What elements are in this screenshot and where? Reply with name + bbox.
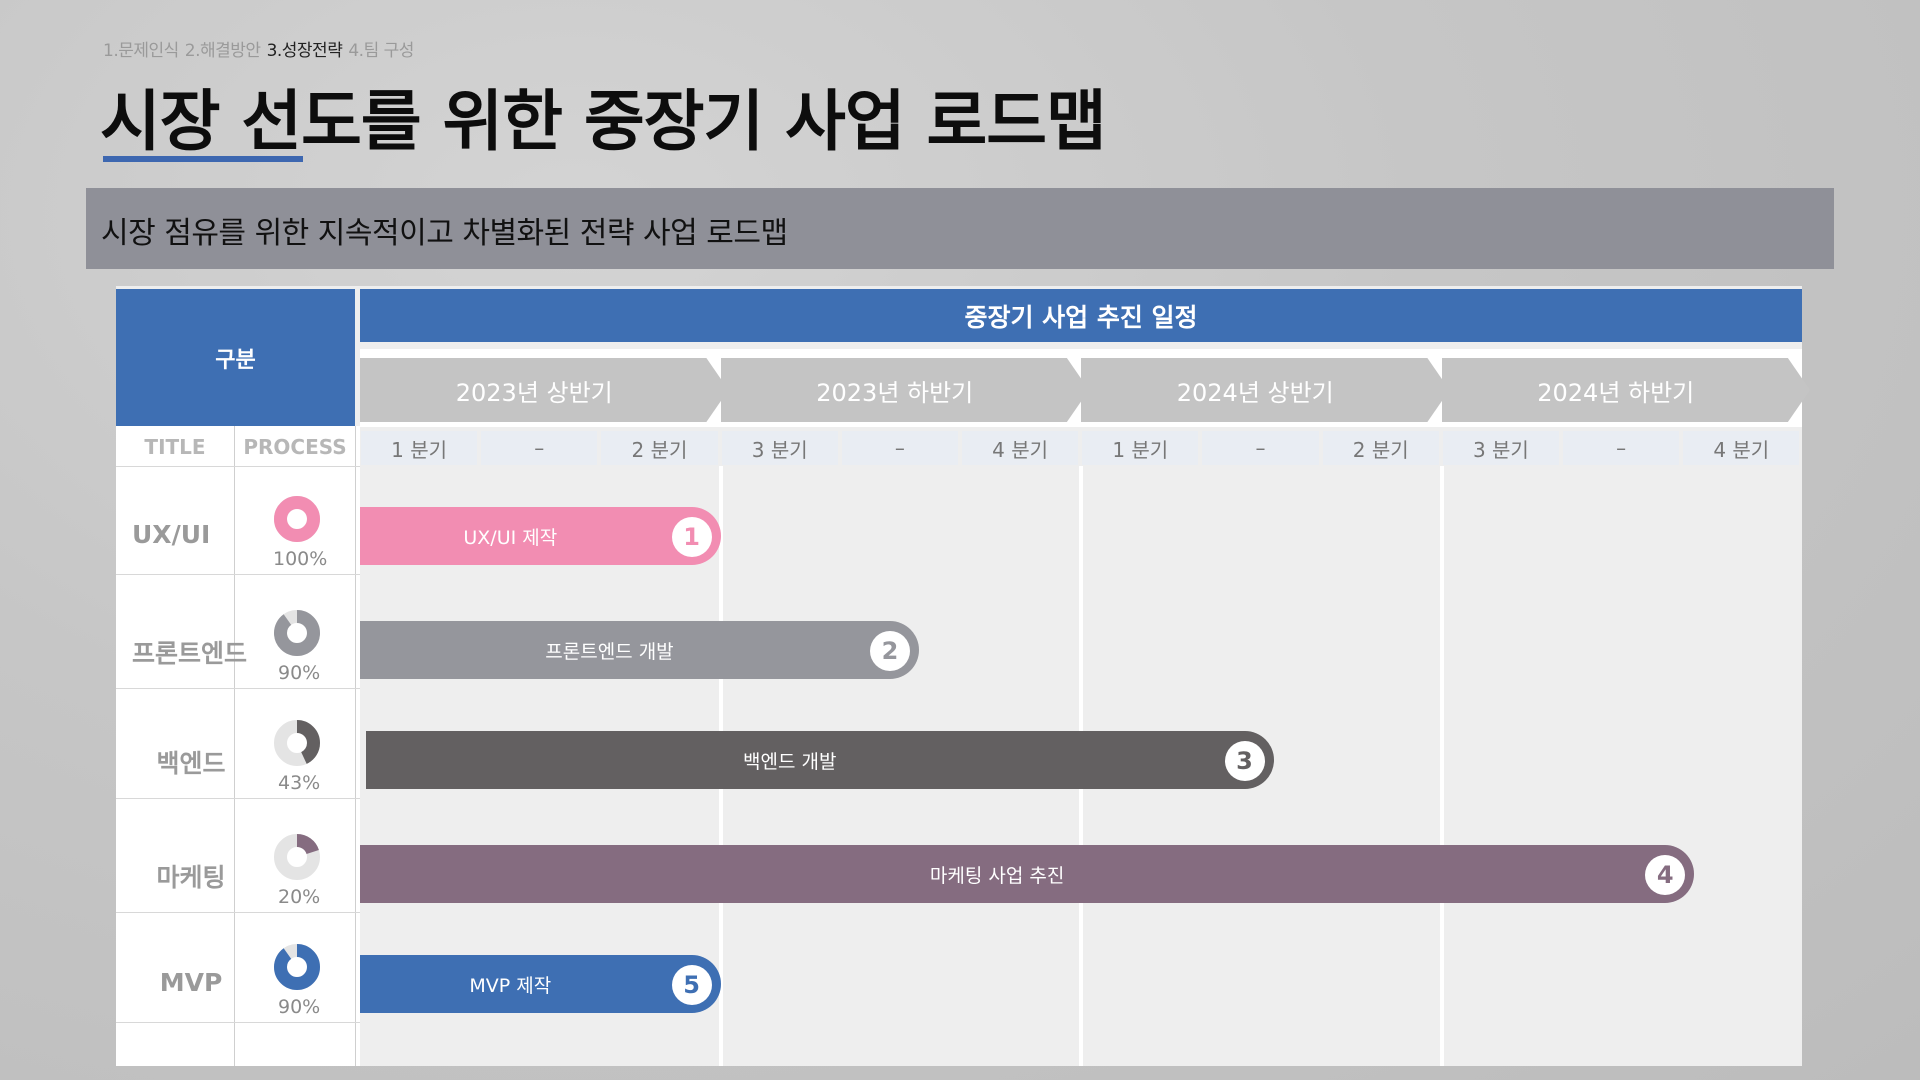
step-number-badge: 4 bbox=[1645, 855, 1686, 895]
progress-donut-icon bbox=[274, 834, 320, 880]
category-header: 구분 bbox=[116, 289, 355, 426]
left-column-divider bbox=[234, 426, 235, 1066]
row-divider bbox=[116, 574, 360, 575]
donut-fill bbox=[274, 720, 320, 766]
step-number-badge: 5 bbox=[671, 965, 712, 1005]
quarter-cell: – bbox=[1202, 431, 1319, 465]
quarter-cell: 3 분기 bbox=[721, 431, 838, 465]
page-title: 시장 선도를 위한 중장기 사업 로드맵 bbox=[100, 83, 1107, 160]
col-process-header: PROCESS bbox=[243, 435, 347, 459]
roadmap-table: 구분 중장기 사업 추진 일정 2023년 상반기 2023년 하반기 2024년 … bbox=[116, 286, 1810, 1066]
progress-donut-icon bbox=[274, 496, 320, 542]
half-year-label: 2024년 하반기 bbox=[1537, 378, 1695, 407]
half-year-chevron: 2023년 하반기 bbox=[720, 358, 1089, 422]
half-year-row: 2023년 상반기 2023년 하반기 2024년 상반기 2024년 하반기 bbox=[360, 349, 1810, 427]
half-year-chevron: 2024년 상반기 bbox=[1081, 358, 1450, 422]
schedule-header: 중장기 사업 추진 일정 bbox=[360, 289, 1802, 342]
schedule-bar[interactable]: 마케팅 사업 추진 4 bbox=[360, 845, 1695, 903]
quarter-cell: – bbox=[841, 431, 958, 465]
row-title: 마케팅 bbox=[156, 863, 226, 892]
breadcrumb-item[interactable]: 4.팀 구성 bbox=[348, 41, 414, 61]
progress-percent: 90% bbox=[278, 662, 321, 684]
breadcrumb-item[interactable]: 1.문제인식 bbox=[103, 41, 179, 61]
row-title: 프론트엔드 bbox=[132, 639, 248, 668]
progress-percent: 90% bbox=[278, 996, 321, 1018]
donut-fill bbox=[274, 610, 320, 656]
row-title: 백엔드 bbox=[156, 749, 226, 778]
quarter-cell: 4 분기 bbox=[962, 431, 1079, 465]
donut-fill bbox=[274, 944, 320, 990]
schedule-bar[interactable]: UX/UI 제작 1 bbox=[360, 507, 721, 565]
row-title: MVP bbox=[159, 968, 223, 997]
schedule-bar-label: MVP 제작 bbox=[469, 974, 552, 997]
quarter-cell: 4 분기 bbox=[1683, 431, 1800, 465]
progress-donut-icon bbox=[274, 720, 320, 766]
quarter-cell: 1 분기 bbox=[1082, 431, 1199, 465]
schedule-bar-label: 백엔드 개발 bbox=[743, 750, 837, 773]
step-number-badge: 2 bbox=[869, 631, 910, 671]
row-divider bbox=[116, 688, 360, 689]
breadcrumb-item[interactable]: 3.성장전략 bbox=[266, 41, 343, 61]
progress-donut-icon bbox=[274, 944, 320, 990]
quarter-cell: 3 분기 bbox=[1442, 431, 1559, 465]
step-number-badge: 1 bbox=[671, 517, 712, 557]
donut-fill bbox=[274, 496, 320, 542]
half-year-label: 2024년 상반기 bbox=[1176, 378, 1334, 407]
schedule-bar[interactable]: MVP 제작 5 bbox=[360, 955, 721, 1013]
row-divider bbox=[116, 798, 360, 799]
col-title-header: TITLE bbox=[144, 435, 206, 459]
half-year-label: 2023년 상반기 bbox=[455, 378, 613, 407]
half-year-chevron: 2023년 상반기 bbox=[360, 358, 729, 422]
breadcrumb-item[interactable]: 2.해결방안 bbox=[184, 41, 261, 61]
breadcrumb: 1.문제인식 2.해결방안 3.성장전략 4.팀 구성 bbox=[103, 36, 420, 61]
quarter-cell: 1 분기 bbox=[361, 431, 478, 465]
progress-percent: 20% bbox=[278, 886, 321, 908]
quarter-cell: – bbox=[1563, 431, 1680, 465]
quarter-cell: 2 분기 bbox=[601, 431, 718, 465]
donut-fill bbox=[274, 834, 320, 880]
left-column-divider bbox=[355, 426, 356, 1066]
progress-percent: 43% bbox=[278, 772, 321, 794]
row-title: UX/UI bbox=[132, 520, 211, 549]
progress-donut-icon bbox=[274, 610, 320, 656]
header-divider bbox=[116, 466, 360, 467]
schedule-bar[interactable]: 백엔드 개발 3 bbox=[366, 731, 1274, 789]
quarter-cell: 2 분기 bbox=[1322, 431, 1439, 465]
quarter-cell: – bbox=[481, 431, 598, 465]
subtitle-text: 시장 점유를 위한 지속적이고 차별화된 전략 사업 로드맵 bbox=[101, 216, 788, 251]
half-separator bbox=[1439, 466, 1444, 1066]
schedule-bar-label: UX/UI 제작 bbox=[463, 526, 558, 549]
row-divider bbox=[116, 1022, 360, 1023]
half-year-label: 2023년 하반기 bbox=[816, 378, 974, 407]
schedule-bar-label: 마케팅 사업 추진 bbox=[929, 864, 1065, 887]
progress-percent: 100% bbox=[273, 548, 328, 570]
schedule-bar[interactable]: 프론트엔드 개발 2 bbox=[360, 621, 919, 679]
half-year-chevron: 2024년 하반기 bbox=[1441, 358, 1810, 422]
row-divider bbox=[116, 912, 360, 913]
subtitle-bar: 시장 점유를 위한 지속적이고 차별화된 전략 사업 로드맵 bbox=[86, 188, 1834, 269]
title-underline bbox=[103, 156, 303, 162]
step-number-badge: 3 bbox=[1224, 741, 1265, 781]
schedule-bar-label: 프론트엔드 개발 bbox=[545, 640, 674, 663]
